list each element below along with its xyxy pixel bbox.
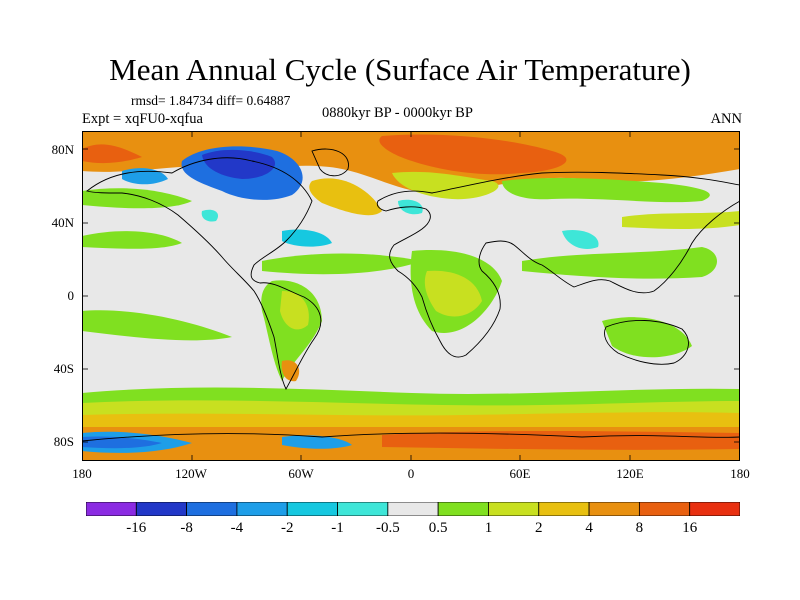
coastlines: [82, 148, 740, 442]
siberia-hot-region: [379, 134, 567, 175]
lon-label-180e: 180: [730, 466, 750, 481]
colorbar-swatch-0: [86, 502, 137, 516]
season-label: ANN: [710, 111, 742, 127]
lon-label-180w: 180: [72, 466, 92, 481]
npacific-yellow-band: [622, 211, 740, 229]
npacific-green-band: [82, 231, 182, 249]
colorbar-label: 16: [682, 520, 698, 536]
colorbar-swatch-8: [488, 502, 540, 516]
colorbar-swatch-1: [135, 502, 188, 516]
asia-green-region: [502, 177, 710, 203]
lat-label-80s: 80S: [53, 434, 74, 449]
colorbar-swatch-2: [186, 502, 238, 516]
chart-title: Mean Annual Cycle (Surface Air Temperatu…: [109, 52, 691, 87]
experiment-label: Expt = xqFU0-xqfua: [82, 111, 203, 127]
colorbar-swatch-11: [638, 502, 691, 516]
antarctic-hot-region: [382, 431, 740, 450]
colorbar-label: 1: [484, 520, 493, 536]
colorbar-label: -4: [230, 520, 244, 536]
stats-text: rmsd= 1.84734 diff= 0.64887: [131, 93, 291, 108]
colorbar-label: 8: [635, 520, 644, 536]
lat-label-40s: 40S: [53, 361, 74, 376]
colorbar-label: -2: [280, 520, 294, 536]
australia-green: [602, 317, 692, 358]
colorbar-swatch-5: [337, 502, 389, 516]
patagonia-orange: [281, 360, 300, 382]
atlantic-yellow-region: [309, 178, 382, 216]
lat-label-40n: 40N: [51, 215, 74, 230]
colorbar-label: -0.5: [375, 520, 400, 536]
south-america-yellow: [280, 291, 309, 330]
period-label: 0880kyr BP - 0000kyr BP: [322, 105, 473, 121]
colorbar-swatch-4: [286, 502, 338, 516]
spacific-green-band: [82, 310, 232, 341]
colorbar-swatch-7: [437, 502, 489, 516]
atlantic-green-band: [262, 253, 422, 275]
africa-yellow-region: [424, 270, 482, 317]
lon-label-60w: 60W: [288, 466, 314, 481]
colorbar-label: 2: [535, 520, 543, 536]
alaska-hot-region: [82, 144, 142, 164]
lon-label-120w: 120W: [175, 466, 207, 481]
colorbar: [86, 502, 740, 516]
lon-label-60e: 60E: [509, 466, 531, 481]
colorbar-label: 4: [585, 520, 593, 536]
colorbar-label: -16: [126, 520, 147, 536]
antarctic-cold-patch-2: [282, 435, 352, 449]
pacific-cold-patch: [201, 209, 219, 222]
southern-ocean-orange-band: [82, 412, 740, 429]
lon-label-120e: 120E: [616, 466, 644, 481]
colorbar-label: 0.5: [428, 520, 448, 536]
south-america-region: [261, 280, 322, 381]
colorbar-swatch-9: [538, 502, 590, 516]
arctic-warm-region: [82, 131, 740, 194]
colorbar-swatch-3: [236, 502, 288, 516]
lat-label-0: 0: [67, 288, 75, 303]
temperature-anomaly-map: [82, 131, 740, 461]
asia-green-band: [522, 247, 717, 279]
colorbar-swatch-6: [387, 502, 439, 516]
canada-dark-cold-region: [202, 149, 276, 179]
atlantic-cold-patch: [282, 229, 332, 247]
map-frame: [82, 131, 740, 461]
colorbar-swatch-10: [588, 502, 640, 516]
lat-label-80n: 80N: [51, 142, 74, 157]
colorbar-label: -8: [180, 520, 193, 536]
colorbar-swatch-12: [689, 502, 740, 516]
colorbar-label: -1: [331, 520, 344, 536]
europe-yellow-region: [392, 171, 499, 200]
asia-cold-patch: [562, 229, 599, 250]
lon-label-0: 0: [407, 466, 415, 481]
